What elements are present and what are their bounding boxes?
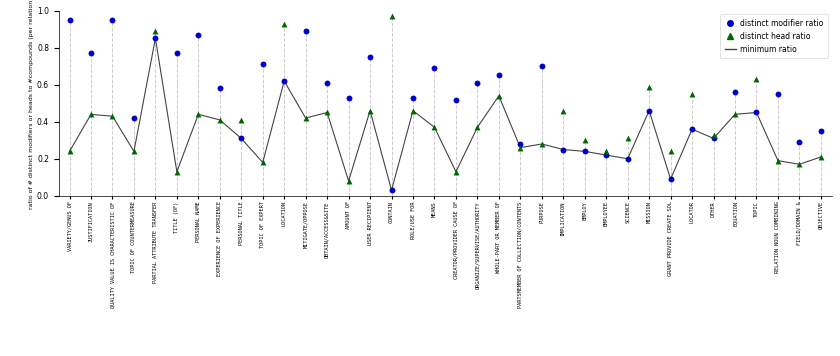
Y-axis label: ratio of # distinct modifiers or heads to #compounds (per relation): ratio of # distinct modifiers or heads t… (29, 0, 34, 209)
distinct modifier ratio (171, 51, 184, 56)
distinct head ratio (84, 111, 97, 117)
distinct head ratio (449, 169, 463, 174)
distinct head ratio (814, 154, 827, 160)
distinct modifier ratio (771, 91, 785, 97)
distinct head ratio (600, 148, 613, 154)
distinct head ratio (535, 141, 549, 147)
distinct head ratio (364, 108, 377, 114)
distinct head ratio (706, 132, 720, 137)
distinct head ratio (63, 148, 76, 154)
distinct head ratio (127, 148, 140, 154)
distinct modifier ratio (814, 128, 827, 134)
distinct head ratio (470, 125, 484, 130)
distinct head ratio (771, 158, 785, 163)
distinct head ratio (685, 91, 699, 97)
distinct head ratio (320, 110, 333, 115)
distinct modifier ratio (513, 141, 527, 147)
distinct modifier ratio (192, 32, 205, 38)
distinct modifier ratio (256, 62, 270, 67)
distinct modifier ratio (149, 36, 162, 41)
distinct head ratio (557, 108, 570, 114)
distinct modifier ratio (535, 63, 549, 69)
distinct modifier ratio (706, 136, 720, 141)
distinct modifier ratio (600, 152, 613, 158)
distinct modifier ratio (213, 85, 227, 91)
distinct head ratio (664, 148, 677, 154)
distinct modifier ratio (578, 148, 591, 154)
distinct head ratio (299, 115, 312, 121)
distinct modifier ratio (664, 176, 677, 182)
distinct head ratio (149, 28, 162, 34)
distinct modifier ratio (320, 80, 333, 86)
distinct head ratio (213, 117, 227, 123)
distinct head ratio (385, 14, 398, 19)
distinct modifier ratio (277, 78, 291, 84)
distinct modifier ratio (63, 17, 76, 23)
distinct modifier ratio (557, 147, 570, 152)
distinct modifier ratio (407, 95, 420, 100)
distinct modifier ratio (643, 108, 656, 114)
distinct head ratio (106, 113, 119, 119)
distinct head ratio (428, 125, 441, 130)
distinct head ratio (793, 162, 806, 167)
distinct head ratio (578, 137, 591, 143)
distinct head ratio (492, 93, 506, 99)
distinct modifier ratio (364, 54, 377, 60)
distinct modifier ratio (127, 115, 140, 121)
distinct head ratio (621, 136, 634, 141)
distinct modifier ratio (793, 139, 806, 145)
distinct modifier ratio (84, 51, 97, 56)
distinct modifier ratio (385, 187, 398, 193)
distinct modifier ratio (470, 80, 484, 86)
distinct head ratio (342, 178, 355, 184)
distinct modifier ratio (685, 126, 699, 132)
distinct modifier ratio (234, 136, 248, 141)
distinct head ratio (171, 169, 184, 174)
distinct head ratio (192, 111, 205, 117)
distinct modifier ratio (299, 28, 312, 34)
distinct modifier ratio (492, 73, 506, 78)
distinct modifier ratio (750, 110, 764, 115)
distinct head ratio (513, 145, 527, 151)
distinct modifier ratio (428, 65, 441, 71)
distinct modifier ratio (449, 97, 463, 103)
distinct modifier ratio (106, 17, 119, 23)
distinct head ratio (643, 84, 656, 89)
distinct head ratio (407, 108, 420, 114)
distinct head ratio (277, 21, 291, 26)
distinct head ratio (234, 117, 248, 123)
distinct modifier ratio (728, 89, 742, 95)
distinct head ratio (256, 159, 270, 165)
distinct modifier ratio (621, 156, 634, 162)
distinct modifier ratio (342, 95, 355, 100)
Legend: distinct modifier ratio, distinct head ratio, minimum ratio: distinct modifier ratio, distinct head r… (720, 15, 827, 58)
distinct head ratio (750, 76, 764, 82)
distinct head ratio (728, 111, 742, 117)
